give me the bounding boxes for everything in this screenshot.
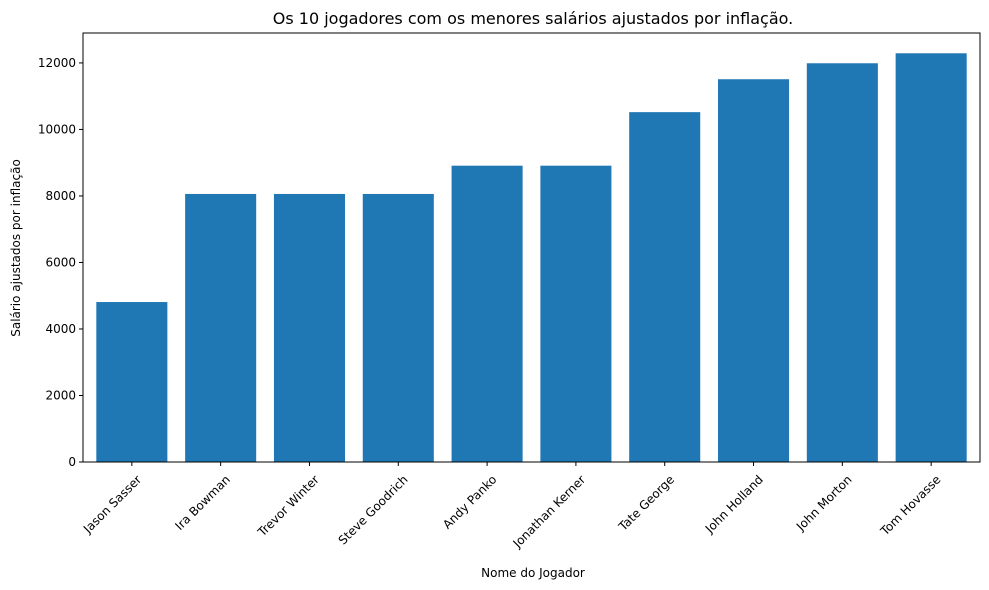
x-tick-label-2: Trevor Winter	[254, 472, 321, 539]
bar-2	[273, 193, 345, 463]
bar-0	[96, 302, 168, 462]
x-axis-label: Nome do Jogador	[481, 566, 585, 580]
x-tick-label-7: John Holland	[702, 472, 766, 536]
x-tick-label-9: Tom Hovasse	[877, 472, 943, 538]
bars-group	[96, 53, 967, 463]
y-tick-label-2: 4000	[45, 322, 76, 336]
x-tick-label-5: Jonathan Kerner	[510, 472, 589, 551]
y-tick-label-6: 12000	[38, 56, 76, 70]
bar-5	[540, 165, 612, 462]
bar-4	[451, 165, 523, 462]
bar-3	[362, 193, 434, 463]
x-tick-label-0: Jason Sasser	[80, 472, 144, 536]
y-axis-ticks: 0 2000 4000 6000 8000 10000 12000	[38, 56, 83, 469]
x-tick-label-1: Ira Bowman	[172, 472, 233, 533]
y-axis-label: Salário ajustados por inflação	[9, 159, 23, 337]
x-tick-label-4: Andy Panko	[440, 472, 499, 531]
bar-8	[806, 63, 878, 463]
x-axis-ticks: Jason Sasser Ira Bowman Trevor Winter Steve…	[80, 462, 943, 551]
x-tick-label-8: John Morton	[793, 472, 855, 534]
bar-9	[895, 53, 967, 463]
bar-6	[629, 112, 701, 462]
y-tick-label-4: 8000	[45, 189, 76, 203]
x-tick-label-6: Tate George	[615, 472, 677, 534]
y-tick-label-3: 6000	[45, 255, 76, 269]
chart-title: Os 10 jogadores com os menores salários …	[273, 9, 793, 28]
y-tick-label-5: 10000	[38, 122, 76, 136]
y-tick-label-1: 2000	[45, 388, 76, 402]
y-tick-label-0: 0	[68, 455, 76, 469]
x-tick-label-3: Steve Goodrich	[336, 472, 411, 547]
bar-1	[185, 193, 257, 463]
bar-7	[718, 79, 790, 462]
plot-frame	[82, 32, 981, 463]
